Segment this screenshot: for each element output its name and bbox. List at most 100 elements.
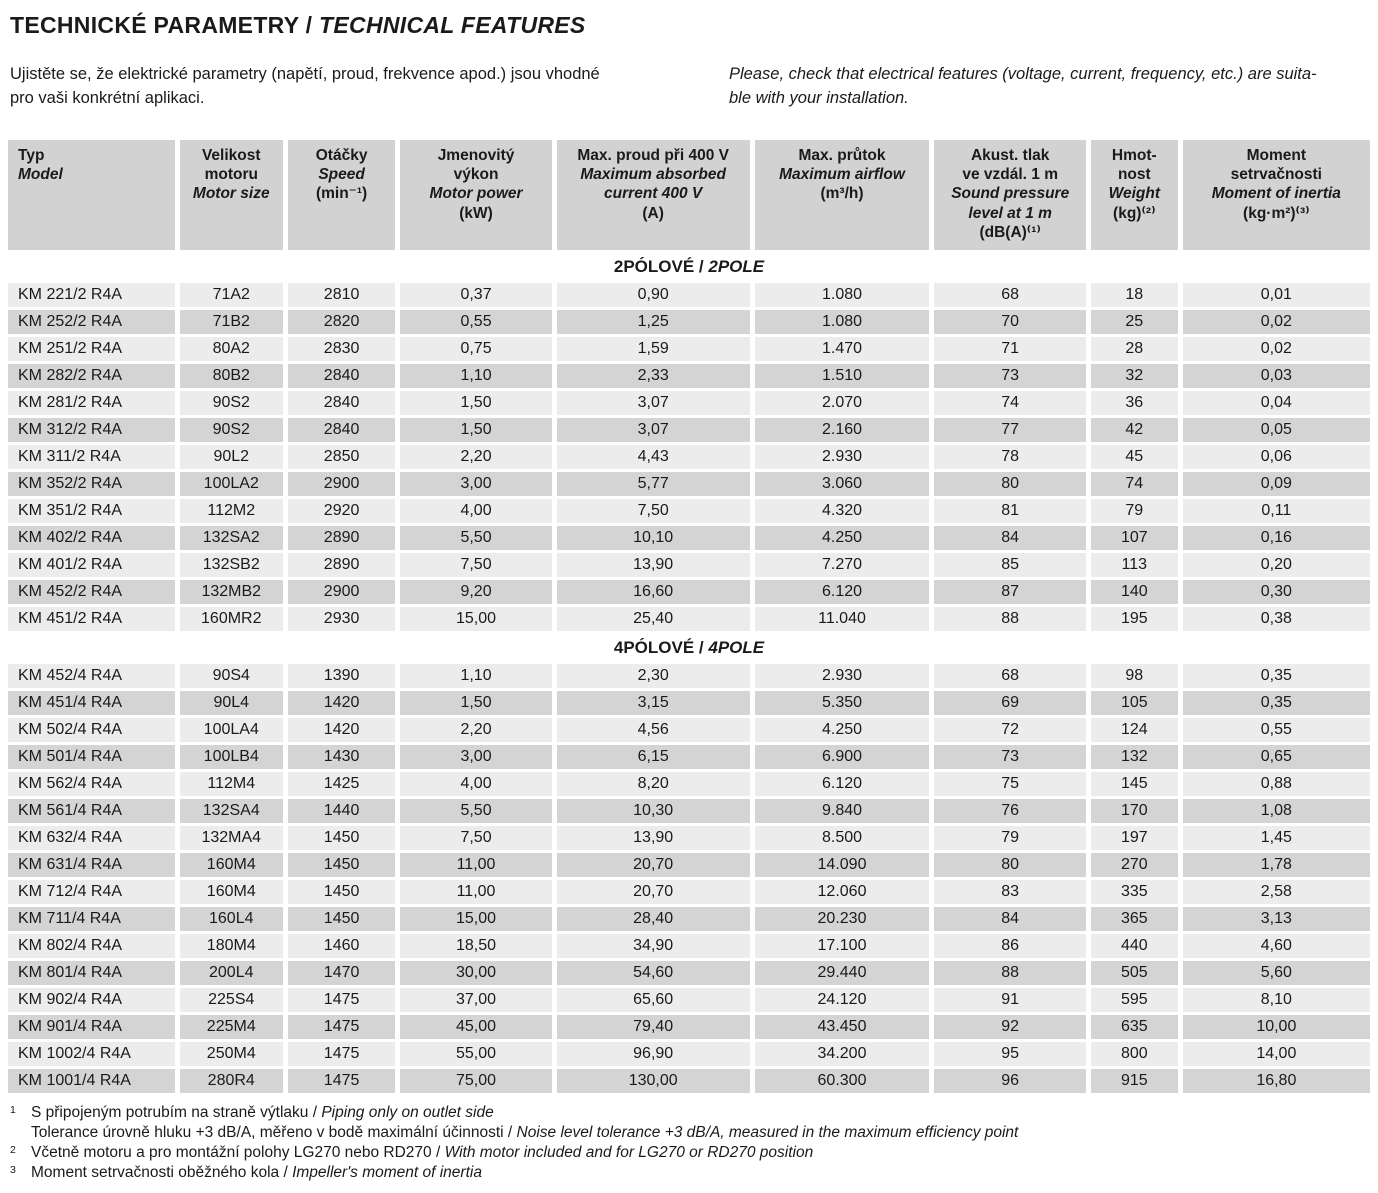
value-cell: 74 <box>1090 471 1178 496</box>
footnote-line: Tolerance úrovně hluku +3 dB/A, měřeno v… <box>10 1123 1370 1143</box>
value-cell: 4.250 <box>754 717 930 742</box>
table-row: KM 631/4 R4A 160M4 1450 11,00 20,70 14.090 80 2… <box>8 852 1370 877</box>
value-cell: 90S2 <box>179 417 283 442</box>
table-row: KM 312/2 R4A 90S2 2840 1,50 3,07 2.160 77 42 0,0… <box>8 417 1370 442</box>
value-cell: 1440 <box>287 798 396 823</box>
value-cell: 80B2 <box>179 363 283 388</box>
value-cell: 17.100 <box>754 933 930 958</box>
value-cell: 74 <box>934 390 1086 415</box>
value-cell: 180M4 <box>179 933 283 958</box>
value-cell: 112M2 <box>179 498 283 523</box>
model-cell: KM 1001/4 R4A <box>8 1068 175 1093</box>
model-cell: KM 901/4 R4A <box>8 1014 175 1039</box>
value-cell: 2810 <box>287 282 396 307</box>
value-cell: 2920 <box>287 498 396 523</box>
value-cell: 0,05 <box>1182 417 1370 442</box>
value-cell: 9,20 <box>400 579 552 604</box>
value-cell: 635 <box>1090 1014 1178 1039</box>
value-cell: 1390 <box>287 663 396 688</box>
table-row: KM 401/2 R4A 132SB2 2890 7,50 13,90 7.270 85 11… <box>8 552 1370 577</box>
footnote-separator: / <box>503 1123 517 1141</box>
table-row: KM 632/4 R4A 132MA4 1450 7,50 13,90 8.500 79 19… <box>8 825 1370 850</box>
model-cell: KM 502/4 R4A <box>8 717 175 742</box>
value-cell: 80A2 <box>179 336 283 361</box>
column-header: Akust. tlak ve vzdál. 1 m Sound pressure le… <box>934 139 1086 250</box>
model-cell: KM 352/2 R4A <box>8 471 175 496</box>
table-row: KM 451/4 R4A 90L4 1420 1,50 3,15 5.350 69 105 0,… <box>8 690 1370 715</box>
value-cell: 132MB2 <box>179 579 283 604</box>
value-cell: 92 <box>934 1014 1086 1039</box>
value-cell: 10,10 <box>556 525 750 550</box>
value-cell: 5,50 <box>400 525 552 550</box>
footnote-text-en: Impeller's moment of inertia <box>292 1164 482 1182</box>
header-line-cz: Max. proud při 400 V <box>577 146 729 164</box>
model-cell: KM 281/2 R4A <box>8 390 175 415</box>
model-cell: KM 452/2 R4A <box>8 579 175 604</box>
value-cell: 195 <box>1090 606 1178 631</box>
value-cell: 0,35 <box>1182 663 1370 688</box>
value-cell: 29.440 <box>754 960 930 985</box>
value-cell: 1,45 <box>1182 825 1370 850</box>
model-cell: KM 712/4 R4A <box>8 879 175 904</box>
value-cell: 55,00 <box>400 1041 552 1066</box>
value-cell: 5.350 <box>754 690 930 715</box>
value-cell: 250M4 <box>179 1041 283 1066</box>
value-cell: 84 <box>934 525 1086 550</box>
value-cell: 95 <box>934 1041 1086 1066</box>
table-row: KM 711/4 R4A 160L4 1450 15,00 28,40 20.230 84 3… <box>8 906 1370 931</box>
footnote-text-en: With motor included and for LG270 or RD2… <box>444 1144 814 1162</box>
value-cell: 79,40 <box>556 1014 750 1039</box>
value-cell: 5,77 <box>556 471 750 496</box>
value-cell: 0,09 <box>1182 471 1370 496</box>
value-cell: 88 <box>934 960 1086 985</box>
value-cell: 79 <box>1090 498 1178 523</box>
value-cell: 200L4 <box>179 960 283 985</box>
value-cell: 0,55 <box>400 309 552 334</box>
model-cell: KM 632/4 R4A <box>8 825 175 850</box>
value-cell: 8,10 <box>1182 987 1370 1012</box>
value-cell: 6.900 <box>754 744 930 769</box>
value-cell: 7,50 <box>400 825 552 850</box>
table-row: KM 502/4 R4A 100LA4 1420 2,20 4,56 4.250 72 124… <box>8 717 1370 742</box>
value-cell: 2900 <box>287 579 396 604</box>
model-cell: KM 451/2 R4A <box>8 606 175 631</box>
header-line-cz: ve vzdál. 1 m <box>962 166 1058 184</box>
value-cell: 28,40 <box>556 906 750 931</box>
value-cell: 78 <box>934 444 1086 469</box>
footnote-text: S připojeným potrubím na straně výtlaku … <box>31 1103 494 1123</box>
value-cell: 0,65 <box>1182 744 1370 769</box>
value-cell: 4,43 <box>556 444 750 469</box>
value-cell: 42 <box>1090 417 1178 442</box>
value-cell: 1,10 <box>400 663 552 688</box>
value-cell: 197 <box>1090 825 1178 850</box>
section-label: 4PÓLOVÉ / 4POLE <box>8 633 1370 661</box>
value-cell: 0,01 <box>1182 282 1370 307</box>
value-cell: 0,90 <box>556 282 750 307</box>
value-cell: 4,56 <box>556 717 750 742</box>
value-cell: 3,07 <box>556 390 750 415</box>
value-cell: 0,02 <box>1182 309 1370 334</box>
value-cell: 1,50 <box>400 390 552 415</box>
column-header: Typ Model <box>8 139 175 250</box>
value-cell: 505 <box>1090 960 1178 985</box>
value-cell: 800 <box>1090 1041 1178 1066</box>
table-row: KM 452/4 R4A 90S4 1390 1,10 2,30 2.930 68 98 0,3… <box>8 663 1370 688</box>
value-cell: 132SB2 <box>179 552 283 577</box>
value-cell: 2830 <box>287 336 396 361</box>
header-unit: (A) <box>642 204 664 222</box>
value-cell: 1,08 <box>1182 798 1370 823</box>
value-cell: 270 <box>1090 852 1178 877</box>
section-header-row: 4PÓLOVÉ / 4POLE <box>8 633 1370 661</box>
footnote-separator: / <box>279 1164 293 1182</box>
value-cell: 2840 <box>287 363 396 388</box>
value-cell: 4,60 <box>1182 933 1370 958</box>
value-cell: 7,50 <box>556 498 750 523</box>
value-cell: 83 <box>934 879 1086 904</box>
value-cell: 73 <box>934 744 1086 769</box>
value-cell: 225M4 <box>179 1014 283 1039</box>
value-cell: 1420 <box>287 690 396 715</box>
value-cell: 79 <box>934 825 1086 850</box>
value-cell: 112M4 <box>179 771 283 796</box>
value-cell: 45,00 <box>400 1014 552 1039</box>
